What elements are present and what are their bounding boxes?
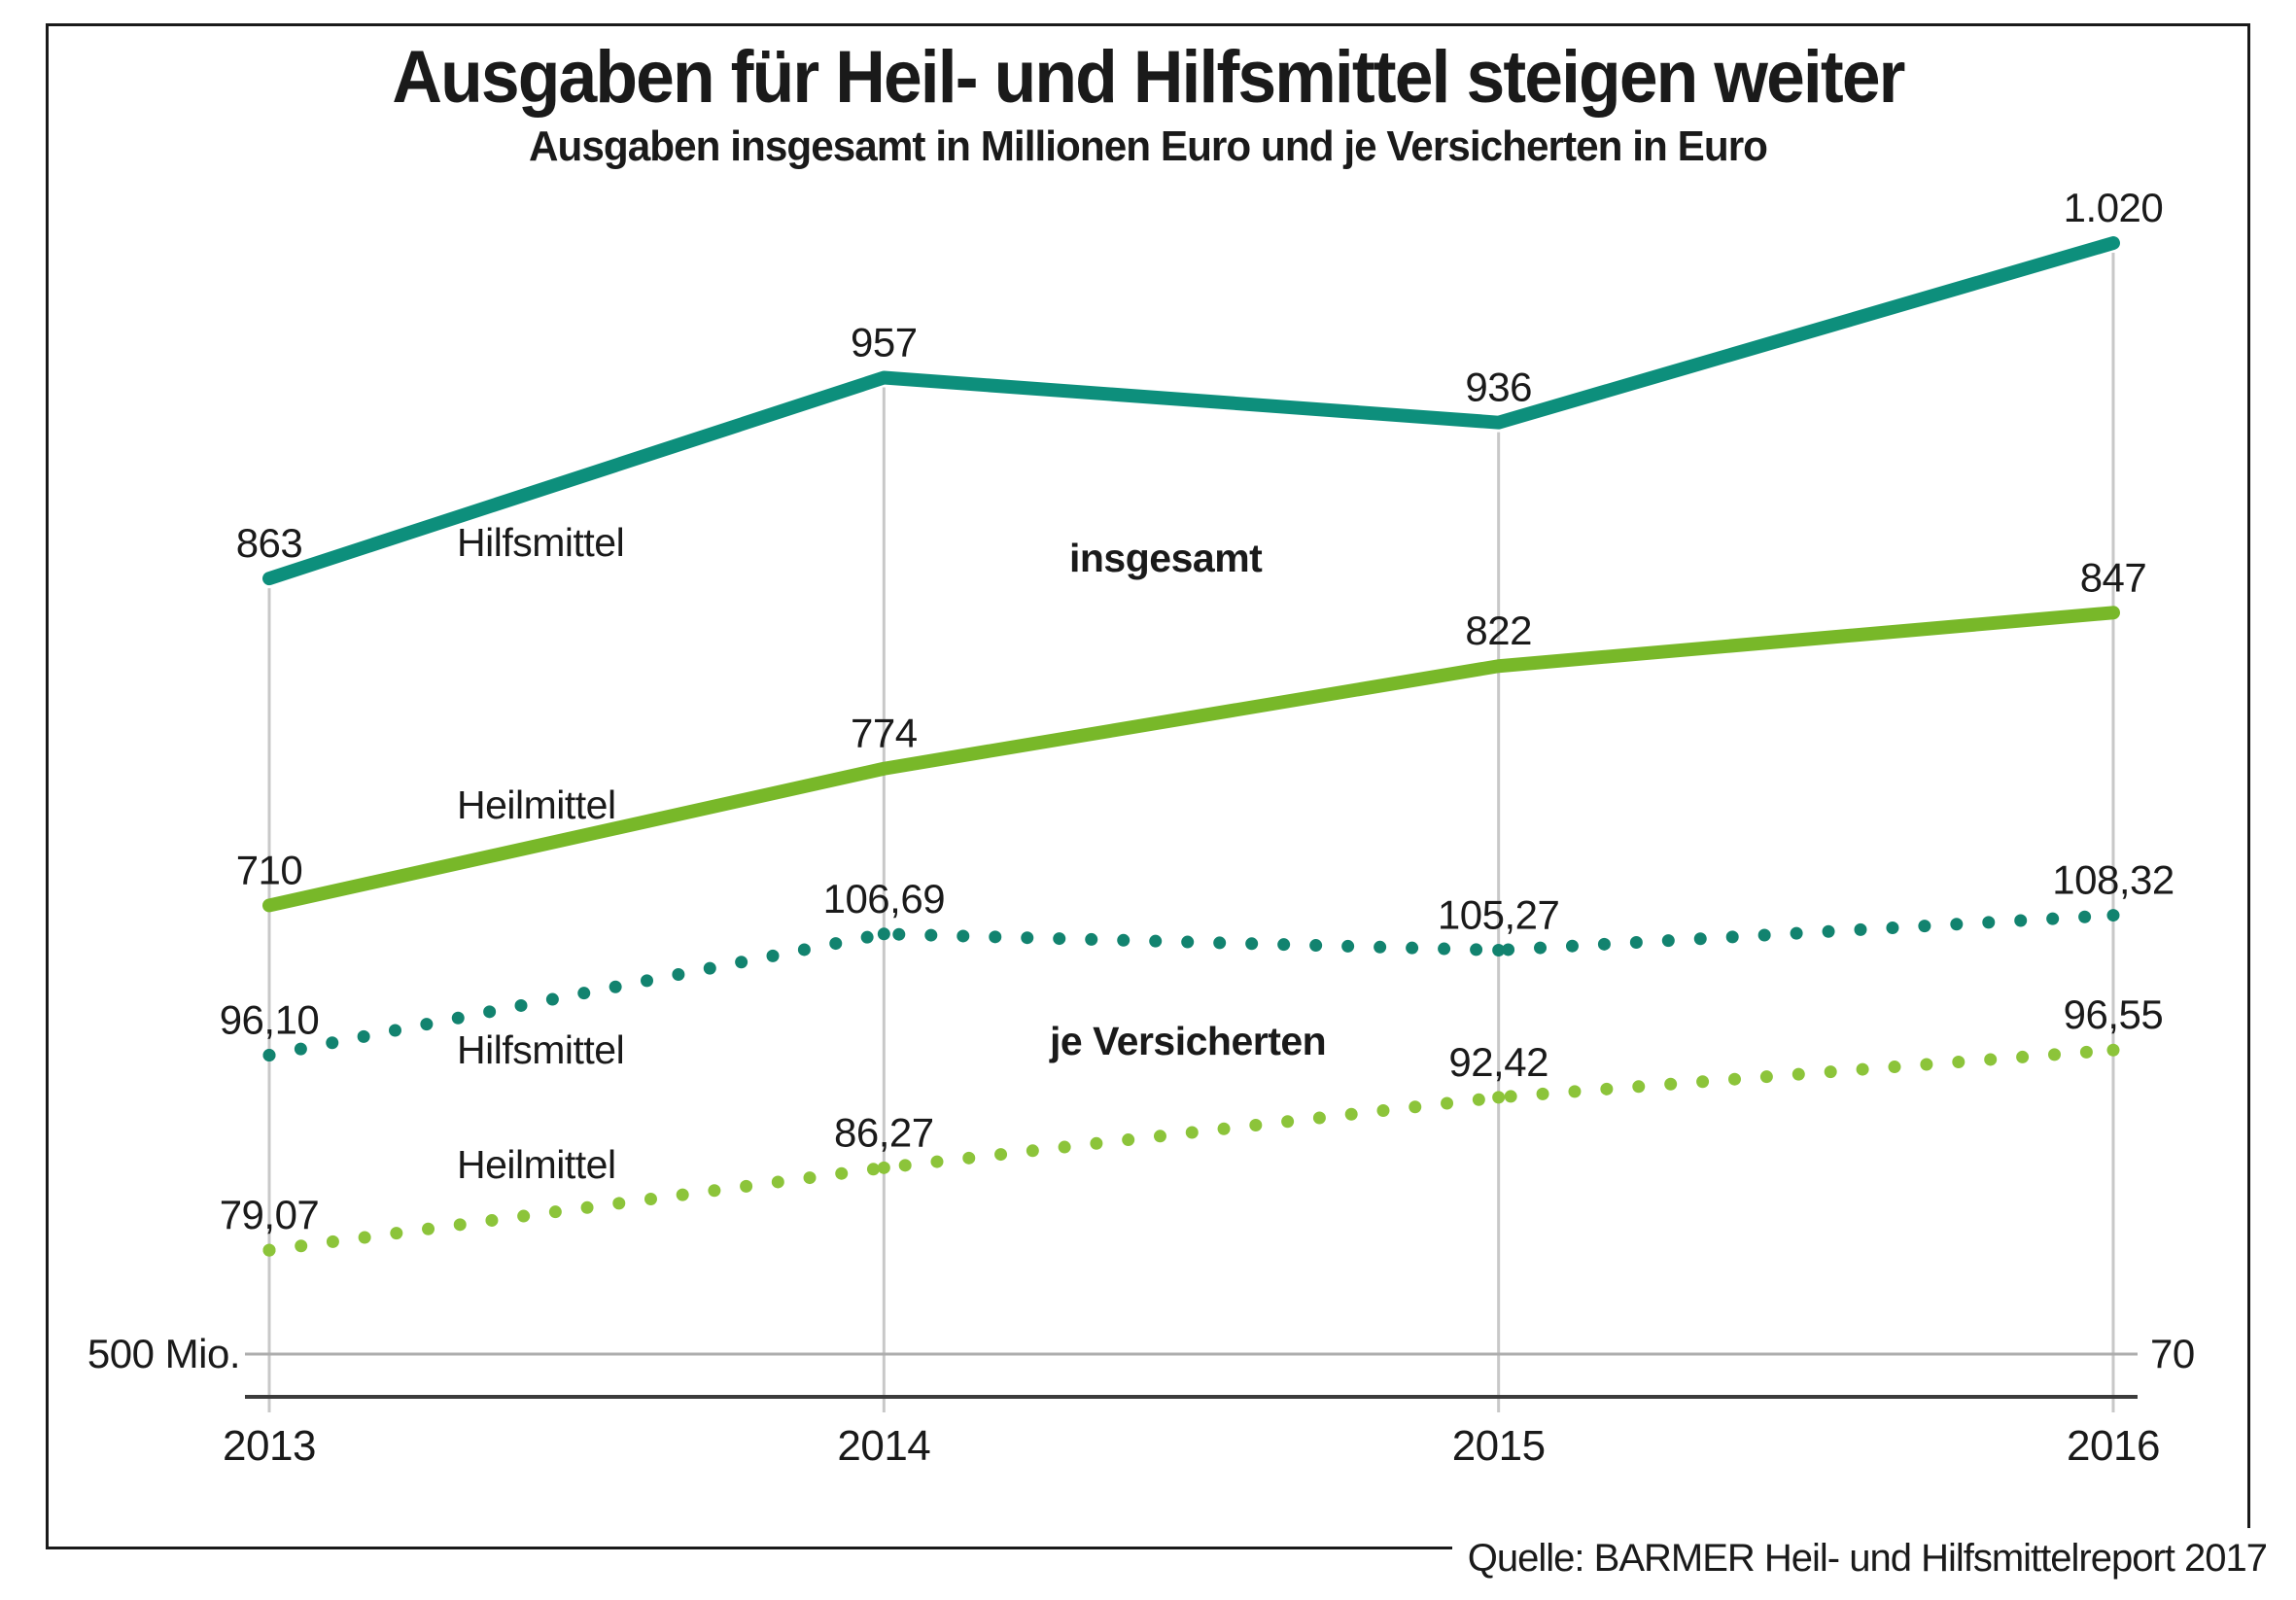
- source-note: Quelle: BARMER Heil- und Hilfsmittelrepo…: [1451, 1528, 2268, 1588]
- value-label: 92,42: [1448, 1039, 1548, 1085]
- value-label: 108,32: [2052, 857, 2174, 903]
- value-label: 1.020: [2064, 185, 2164, 230]
- chart-title: Ausgaben für Heil- und Hilfsmittel steig…: [392, 36, 1905, 119]
- axis-right-label: 70: [2150, 1331, 2195, 1376]
- year-label-2016: 2016: [2067, 1422, 2160, 1470]
- data-point-hilfsmittel-2014: [877, 927, 890, 941]
- data-point-heilmittel-2016: [2106, 1043, 2120, 1057]
- value-label: 957: [851, 320, 918, 365]
- value-label: 96,10: [220, 997, 320, 1043]
- year-label-2014: 2014: [837, 1422, 930, 1470]
- series-line-hilfsmittel-je-versicherten: [262, 909, 2120, 1062]
- group-label-je-versicherten: je Versicherten: [1049, 1019, 1326, 1063]
- data-point-hilfsmittel-2016: [2106, 909, 2120, 922]
- year-label-2015: 2015: [1452, 1422, 1546, 1470]
- data-point-heilmittel-2014: [877, 1161, 890, 1174]
- data-point-hilfsmittel-2013: [262, 1049, 276, 1062]
- value-label: 96,55: [2064, 991, 2164, 1037]
- series-line-heilmittel-je-versicherten: [262, 1043, 2120, 1257]
- series-label-hilfsmittel: Hilfsmittel: [457, 1027, 624, 1072]
- year-label-2013: 2013: [223, 1422, 316, 1470]
- chart-subtitle: Ausgaben insgesamt in Millionen Euro und…: [528, 122, 1768, 170]
- group-label-insgesamt: insgesamt: [1069, 536, 1263, 580]
- value-label: 106,69: [823, 876, 945, 922]
- data-point-hilfsmittel-2015: [1492, 944, 1506, 957]
- data-point-heilmittel-2015: [1492, 1091, 1506, 1104]
- series-line-hilfsmittel-insgesamt: [262, 236, 2120, 586]
- series-label-heilmittel: Heilmittel: [457, 1142, 616, 1187]
- value-label: 863: [236, 520, 303, 566]
- chart-border: [46, 23, 2250, 1549]
- value-label: 774: [851, 711, 918, 756]
- value-label: 710: [236, 847, 303, 892]
- value-label: 822: [1465, 608, 1532, 653]
- value-label: 105,27: [1438, 892, 1559, 938]
- value-label: 847: [2080, 554, 2147, 600]
- series-line-heilmittel-insgesamt: [262, 606, 2120, 913]
- value-label: 936: [1465, 365, 1532, 410]
- value-label: 79,07: [220, 1192, 320, 1237]
- data-point-heilmittel-2013: [262, 1243, 276, 1257]
- series-label-hilfsmittel: Hilfsmittel: [457, 520, 624, 565]
- axis-left-label: 500 Mio.: [87, 1331, 240, 1376]
- value-label: 86,27: [834, 1109, 934, 1155]
- series-label-heilmittel: Heilmittel: [457, 783, 616, 827]
